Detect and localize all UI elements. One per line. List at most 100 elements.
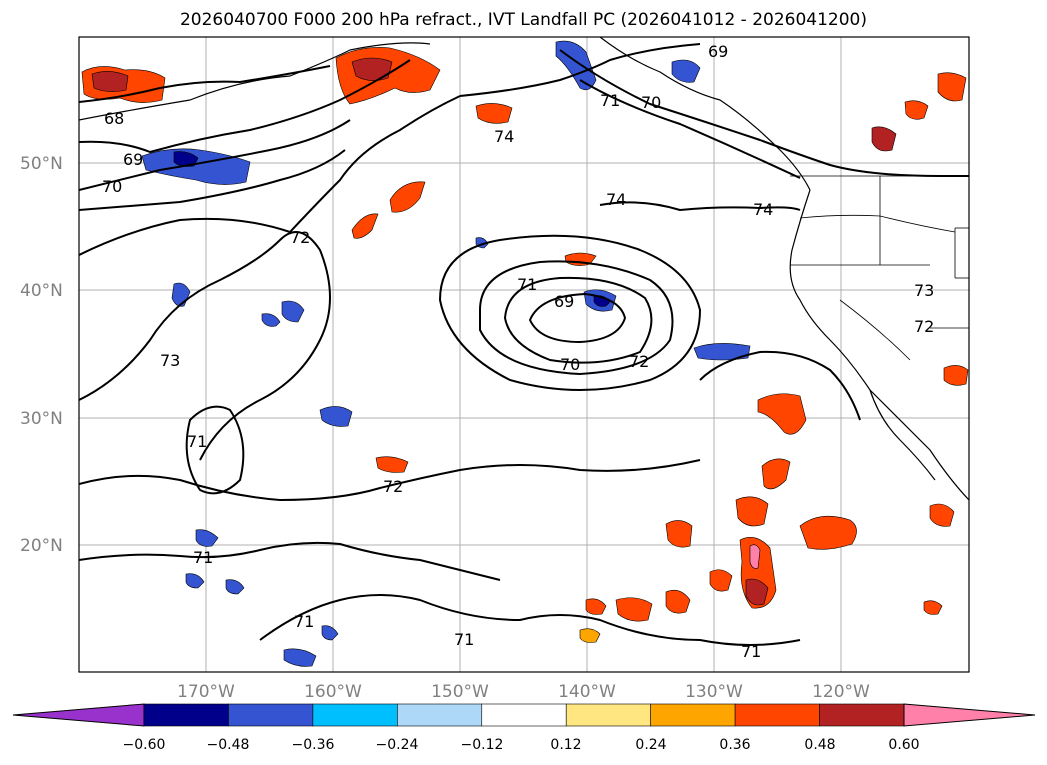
- contour-71-south: [79, 541, 501, 581]
- positive-blob: [904, 100, 929, 120]
- colorbar-box: [143, 703, 229, 727]
- colorbar-tick-label: 0.12: [550, 737, 581, 753]
- contour-label: 70: [641, 93, 661, 112]
- negative-blob: [173, 151, 199, 167]
- positive-blob: [937, 72, 967, 102]
- colorbar-box: [819, 703, 905, 727]
- colorbar-box: [397, 703, 483, 727]
- shaded-field: [81, 40, 969, 667]
- lon-label: 140°W: [558, 682, 616, 702]
- contour-70: [79, 119, 351, 191]
- positive-blob: [375, 456, 409, 473]
- positive-blob: [579, 628, 601, 643]
- contour-label: 71: [517, 275, 537, 294]
- coastlines: [79, 37, 969, 501]
- colorbar-tick-label: 0.36: [719, 737, 750, 753]
- contour-label: 71: [600, 91, 620, 110]
- contour-72-east: [699, 350, 861, 421]
- positive-blob: [351, 213, 379, 239]
- lat-label: 40°N: [20, 281, 63, 301]
- contour-71-sw: [259, 594, 801, 646]
- colorbar-box: [312, 703, 398, 727]
- lon-label: 150°W: [431, 682, 489, 702]
- negative-blob: [261, 313, 281, 327]
- negative-blob: [693, 343, 751, 361]
- contour-69: [79, 59, 411, 154]
- negative-blob: [319, 406, 353, 427]
- contour-label: 69: [554, 292, 574, 311]
- colorbar-tick-label: −0.12: [461, 737, 504, 753]
- contour-label: 72: [629, 352, 649, 371]
- colorbar-box: [734, 703, 820, 727]
- positive-blob: [389, 181, 426, 213]
- positive-blob: [665, 520, 693, 548]
- contour-69-ring: [528, 292, 627, 344]
- map-frame: [78, 36, 970, 673]
- contour-71-west: [185, 405, 245, 495]
- lon-label: 170°W: [177, 682, 235, 702]
- positive-blob: [799, 515, 857, 550]
- canada-coast: [599, 37, 811, 191]
- positive-blob: [761, 458, 791, 490]
- negative-blob: [321, 625, 339, 641]
- negative-blob: [185, 573, 205, 589]
- positive-blob: [475, 103, 513, 124]
- contour-label: 71: [741, 642, 761, 661]
- ocean-background: [79, 37, 969, 672]
- positive-blob: [709, 569, 733, 592]
- colorbar-box: [565, 703, 651, 727]
- colorbar-tick-label: −0.48: [207, 737, 250, 753]
- contour-label: 72: [383, 477, 403, 496]
- negative-blob: [195, 529, 219, 547]
- contour-label: 74: [606, 190, 626, 209]
- state-border: [839, 299, 911, 361]
- chart-title: 2026040700 F000 200 hPa refract., IVT La…: [179, 10, 867, 30]
- colorbar-box: [228, 703, 314, 727]
- negative-blob: [141, 148, 251, 185]
- lat-label: 30°N: [20, 409, 63, 429]
- contour-71-north: [579, 79, 801, 179]
- contour-71-ring: [479, 260, 674, 376]
- contour-70-ring: [503, 276, 653, 364]
- colorbar-tick-label: −0.36: [292, 737, 335, 753]
- contour-label: 69: [123, 150, 143, 169]
- contour-label: 73: [160, 351, 180, 370]
- contour-labels: 69 68 69 70 70 71 74 74 74 72 73 71 71 6…: [102, 42, 934, 661]
- positive-blob: [615, 597, 653, 622]
- contour-label: 71: [193, 548, 213, 567]
- contour-72-south: [79, 459, 701, 502]
- lon-label: 130°W: [685, 682, 743, 702]
- lon-label: 120°W: [812, 682, 870, 702]
- contour-label: 70: [560, 355, 580, 374]
- contour-label: 71: [294, 612, 314, 631]
- contour-73-west: [79, 231, 331, 461]
- negative-blob: [281, 300, 305, 323]
- positive-blob: [749, 544, 761, 569]
- colorbar-tick-label: 0.24: [635, 737, 666, 753]
- positive-blob: [665, 589, 691, 614]
- contour-72-nw: [79, 95, 461, 256]
- contour-label: 71: [187, 432, 207, 451]
- lat-label: 20°N: [20, 536, 63, 556]
- negative-blob: [671, 59, 701, 83]
- contour-label: 69: [708, 42, 728, 61]
- positive-blob: [923, 600, 943, 615]
- colorbar-box: [650, 703, 736, 727]
- baja-coast: [869, 389, 936, 481]
- contour-71a: [79, 149, 346, 211]
- contour-label: 72: [290, 228, 310, 247]
- triangle-left-icon: [12, 703, 145, 727]
- longitude-labels: 170°W 160°W 150°W 140°W 130°W 120°W: [177, 682, 870, 702]
- colorbar-tick-label: 0.48: [804, 737, 835, 753]
- negative-blob: [225, 579, 245, 595]
- contours: [79, 43, 969, 646]
- colorbar-tick-label: −0.24: [376, 737, 419, 753]
- colorbar-tick-label: −0.60: [123, 737, 166, 753]
- positive-blob: [585, 598, 607, 615]
- colorbar-ticks: −0.60 −0.48 −0.36 −0.24 −0.12 0.12 0.24 …: [123, 737, 920, 753]
- positive-blob: [91, 71, 129, 92]
- contour-label: 68: [104, 109, 124, 128]
- contour-74-north: [459, 43, 701, 97]
- contour-74-mid: [599, 201, 801, 212]
